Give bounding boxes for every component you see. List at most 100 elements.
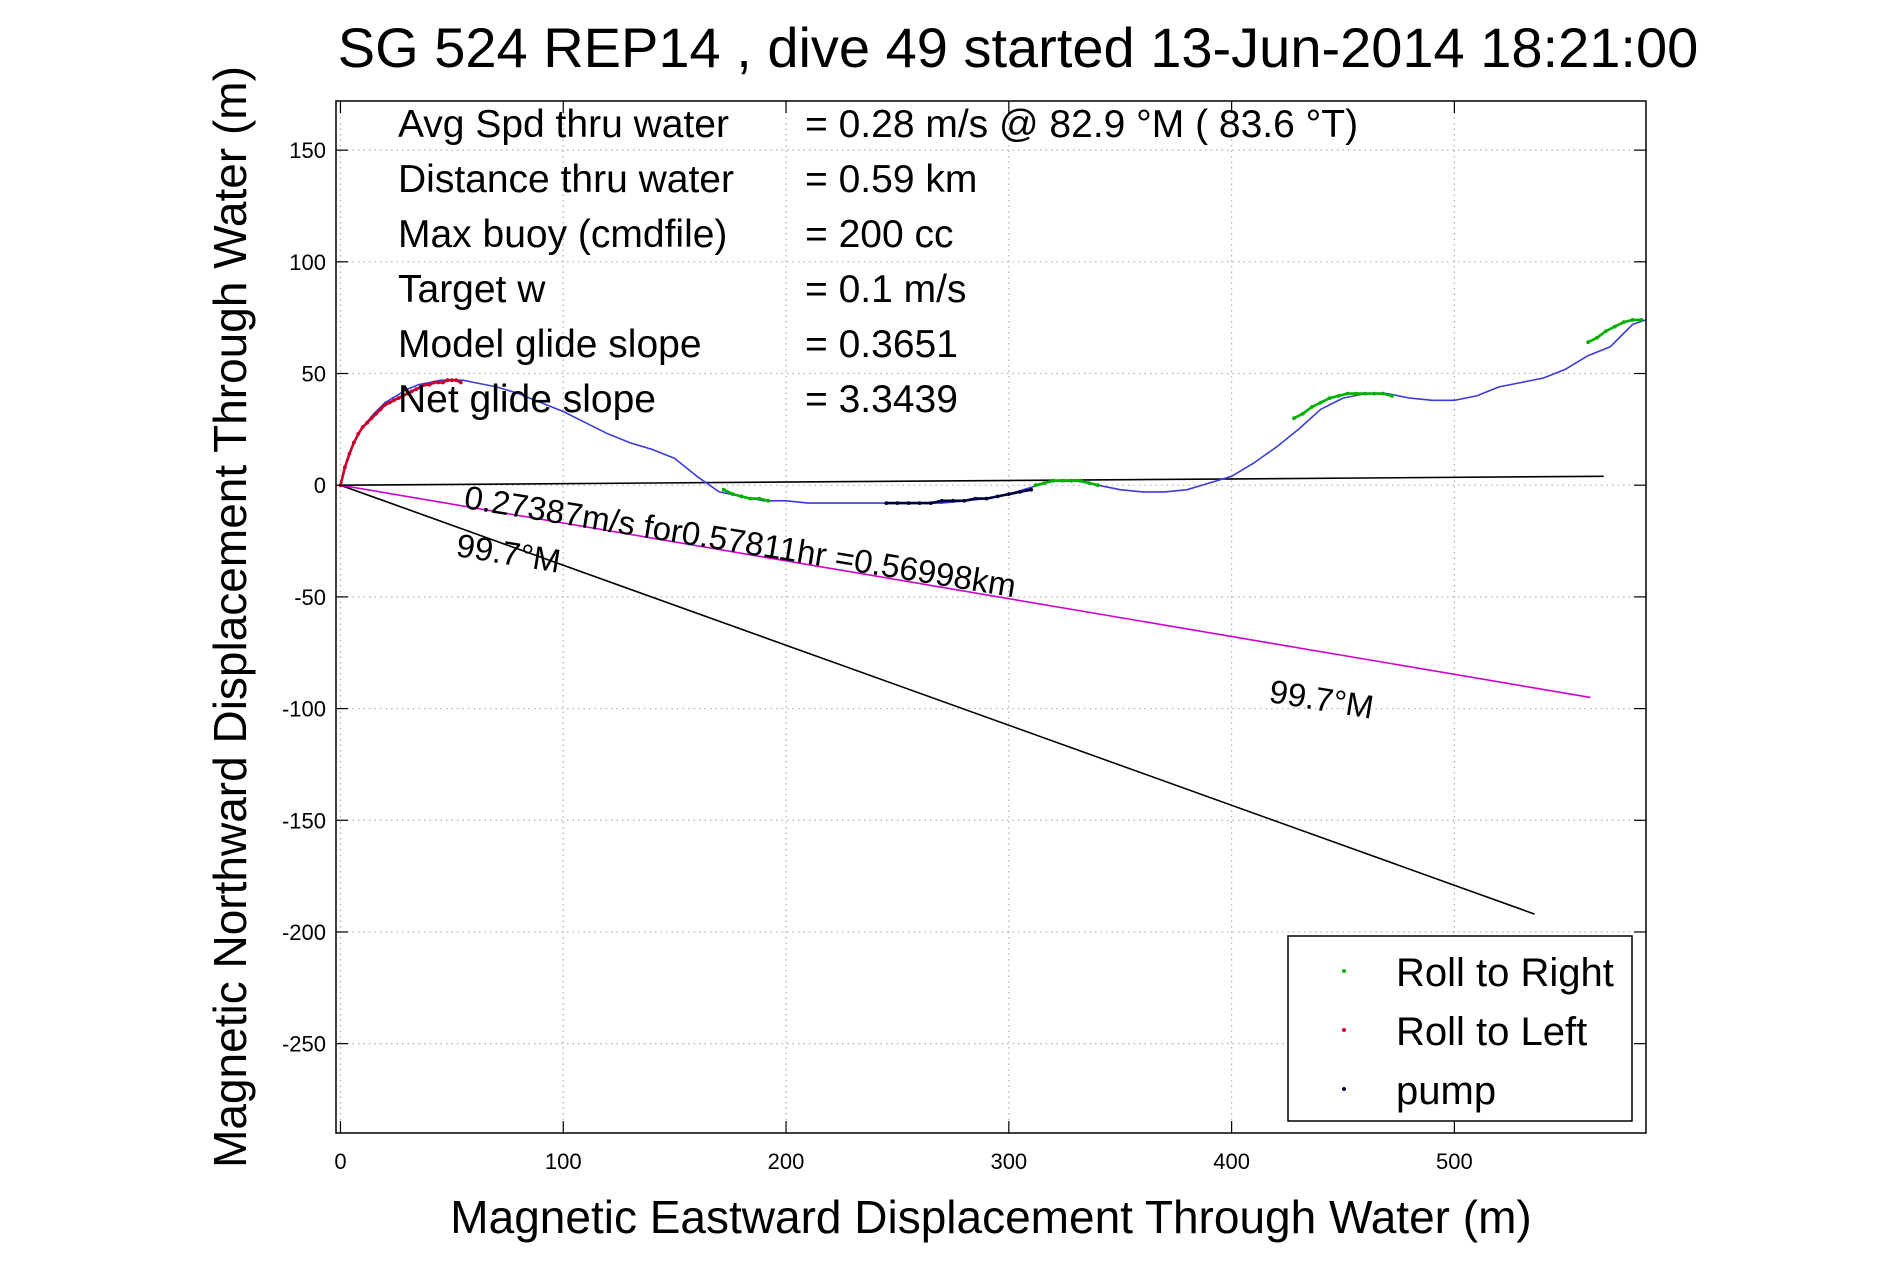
roll-left-point [423,382,427,387]
grid-lines [336,101,1646,1133]
roll-right-point [748,496,753,501]
zero-line [340,475,1604,486]
roll-left-point [347,452,352,456]
roll-right-point [1069,478,1074,483]
stat-value-target-w: = 0.1 m/s [805,268,966,311]
roll-left-point [392,398,396,403]
plot-frame [335,100,1647,1134]
roll-right-point [1372,391,1377,396]
roll-left-point [450,378,454,383]
roll-right-point [1390,394,1394,398]
stat-label-net-glide: Net glide slope [398,378,656,421]
roll-left-point [374,411,378,416]
y-tick-label: -250 [282,1032,326,1057]
roll-left-point [387,400,392,405]
stat-value-distance: = 0.59 km [805,158,977,201]
roll-right-point [1309,405,1314,409]
roll-left-point [378,407,383,412]
pump-point [906,501,911,505]
roll-left-point [445,378,450,383]
pump-point [984,496,989,501]
y-axis-label: Magnetic Northward Displacement Through … [204,66,256,1168]
roll-right-point [1612,324,1617,329]
stat-label-distance: Distance thru water [398,158,734,201]
roll-left-point [454,378,459,383]
roll-right-point [1354,391,1359,396]
pump-point [973,496,978,501]
y-tick-label: 100 [289,250,326,275]
y-tick-label: 0 [314,473,326,498]
x-tick-label: 300 [990,1149,1027,1174]
roll-right-point [1345,391,1350,396]
legend-label-roll-left: Roll to Left [1396,1010,1587,1054]
roll-left-point [405,391,410,396]
pump-point [1029,487,1033,492]
x-axis-label: Magnetic Eastward Displacement Through W… [450,1191,1531,1243]
roll-right-point [1087,481,1091,485]
roll-left-point [458,380,463,385]
roll-right-point [1363,391,1368,396]
legend-marker-pump [1342,1087,1346,1091]
legend-label-roll-right: Roll to Right [1396,951,1614,995]
pump-point [962,498,967,503]
roll-left-point [418,385,423,389]
roll-right-point [1586,340,1590,345]
pump-point [940,498,944,503]
y-tick-label: -100 [282,697,326,722]
x-tick-label: 0 [334,1149,346,1174]
roll-left-point [383,402,387,407]
roll-left-point [343,465,347,470]
roll-right-point [757,496,762,501]
stat-label-model-glide: Model glide slope [398,323,702,366]
x-tick-label: 100 [545,1149,582,1174]
stat-label-target-w: Target w [398,268,546,311]
roll-right-point [1630,318,1635,322]
x-tick-label: 500 [1436,1149,1473,1174]
roll-left-point [432,380,436,385]
y-tick-label: 150 [289,138,326,163]
series-layer [338,318,1647,915]
roll-right-point [1078,478,1082,483]
stat-value-net-glide: = 3.3439 [805,378,958,421]
roll-right-point [1336,394,1341,398]
roll-right-point [1639,318,1644,322]
y-tick-label: -200 [282,920,326,945]
roll-left-point [369,416,374,421]
roll-right-point [730,492,735,496]
roll-left-point [351,440,356,445]
roll-right-point [1327,396,1332,400]
roll-right-point [1096,483,1100,488]
roll-right-point [1621,320,1626,324]
pump-point [995,494,1000,499]
current-line [340,484,1591,699]
x-tick-label: 200 [768,1149,805,1174]
pump-point [884,501,889,505]
pump-point [1018,490,1022,494]
y-tick-label: 50 [302,362,326,387]
roll-left-point [396,396,401,400]
legend-label-pump: pump [1396,1069,1496,1113]
roll-left-point [400,394,405,398]
y-tick-label: -50 [294,585,326,610]
pump-point [895,501,900,505]
roll-left-segment [339,378,462,486]
roll-right-point [1604,329,1608,333]
roll-right-point [1381,391,1385,396]
stat-value-avg-speed: = 0.28 m/s @ 82.9 °M ( 83.6 °T) [805,103,1358,146]
roll-left-point [360,425,365,429]
stat-value-model-glide: = 0.3651 [805,323,958,366]
roll-right-point [1318,400,1323,405]
roll-right-point [1595,335,1599,340]
roll-right-point [1051,478,1056,483]
heading-line [340,484,1535,915]
roll-right-point [721,487,726,492]
roll-left-point [427,382,432,387]
roll-right-point [1301,411,1305,416]
legend-marker-roll-left [1342,1028,1346,1032]
chart-title: SG 524 REP14 , dive 49 started 13-Jun-20… [338,16,1698,79]
roll-right-point [739,494,744,499]
roll-left-point [356,431,361,436]
roll-left-point [436,380,441,385]
legend: Roll to Right Roll to Left pump [1287,935,1633,1122]
